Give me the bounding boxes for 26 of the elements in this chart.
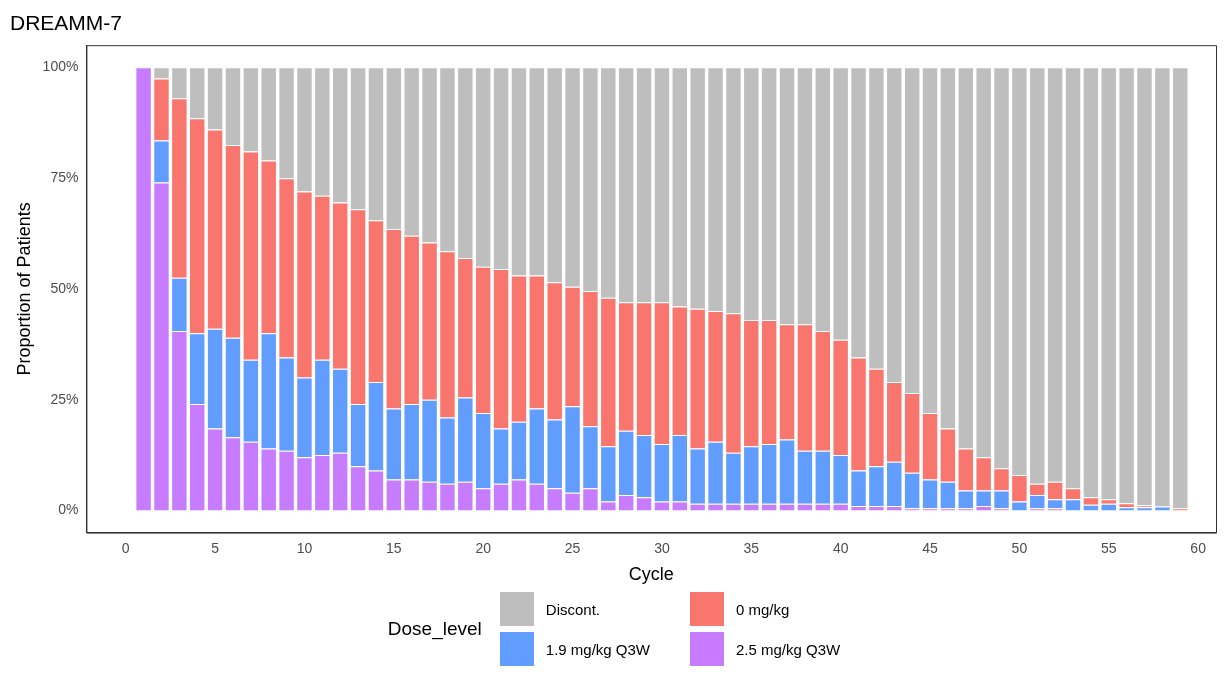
y-tick-label: 50% xyxy=(50,279,79,296)
x-tick-label: 55 xyxy=(1100,539,1117,556)
x-tick-label: 0 xyxy=(121,539,130,556)
y-tick-label: 25% xyxy=(50,390,79,407)
x-tick-label: 25 xyxy=(564,539,581,556)
y-tick-label: 75% xyxy=(50,168,79,185)
legend-label: 1.9 mg/kg Q3W xyxy=(545,640,650,658)
x-tick-label: 35 xyxy=(743,539,760,556)
chart-title: DREAMM-7 xyxy=(10,11,123,35)
x-tick-label: 60 xyxy=(1190,539,1207,556)
legend-label: 0 mg/kg xyxy=(736,600,790,618)
x-tick-label: 30 xyxy=(654,539,670,556)
legend-title: Dose_level xyxy=(387,618,482,640)
x-tick-label: 40 xyxy=(832,539,849,556)
y-tick-label: 0% xyxy=(58,501,79,518)
x-tick-label: 15 xyxy=(386,539,402,556)
y-tick-label: 100% xyxy=(42,58,79,75)
x-tick-label: 5 xyxy=(211,539,220,556)
x-tick-label: 50 xyxy=(1011,539,1028,556)
x-tick-label: 45 xyxy=(922,539,939,556)
x-tick-label: 10 xyxy=(296,539,313,556)
x-tick-label: 20 xyxy=(475,539,492,556)
x-axis-title: Cycle xyxy=(628,564,674,585)
legend-label: 2.5 mg/kg Q3W xyxy=(736,640,841,658)
legend-label: Discont. xyxy=(545,600,600,618)
y-axis-title: Proportion of Patients xyxy=(13,202,34,376)
